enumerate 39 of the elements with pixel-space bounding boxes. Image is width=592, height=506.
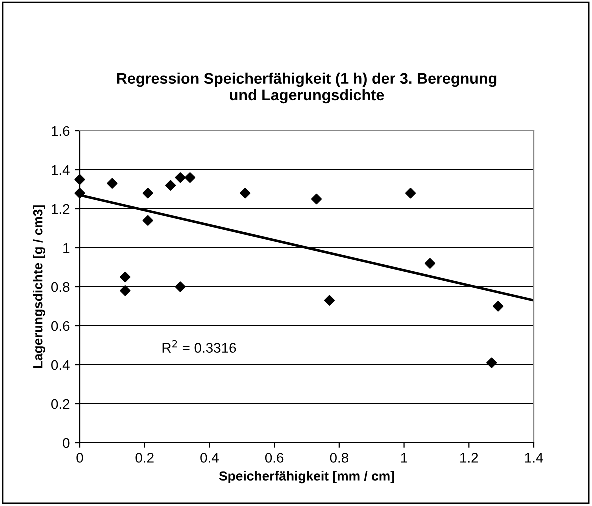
point <box>74 174 86 186</box>
x-tick-label: 1.2 <box>460 453 478 463</box>
point <box>175 172 186 184</box>
point <box>166 180 176 191</box>
y-tick-label: 1.6 <box>52 126 70 136</box>
y-tick-label: 1.2 <box>52 204 70 214</box>
x-tick-label: 1.4 <box>525 453 544 463</box>
point <box>120 286 131 296</box>
x-tick-label: 0.2 <box>136 453 154 463</box>
x-tick-label: 0.4 <box>200 453 219 463</box>
y-tick-label: 0.6 <box>52 321 70 332</box>
point <box>493 301 504 312</box>
point <box>324 295 335 306</box>
point <box>142 188 154 199</box>
point <box>107 178 118 189</box>
y-axis-title: Lagerungsdichte [g / cm3] <box>33 206 46 368</box>
point <box>486 358 498 368</box>
point <box>184 172 196 184</box>
annotation: R$^{2}$ = 0.3316 <box>162 340 236 354</box>
y-tick-label: 1.4 <box>52 165 70 176</box>
point <box>311 194 322 205</box>
point <box>120 272 131 283</box>
x-tick-label: 0 <box>76 453 84 463</box>
y-tick-label: 1 <box>64 243 70 254</box>
y-tick-label: 0.4 <box>52 360 70 370</box>
point <box>424 258 436 269</box>
point <box>142 215 154 226</box>
x-axis-title: Speicherfähigkeit [mm / cm] <box>219 471 394 484</box>
x-tick-label: 1 <box>401 453 408 463</box>
point <box>175 282 186 292</box>
point <box>240 188 251 199</box>
y-tick-label: 0.2 <box>52 399 70 410</box>
chart-title: Regression Speicherfähigkeit (1 h) der 3. Beregnung und Lagerungsdichte <box>117 72 497 104</box>
x-tick-label: 0.8 <box>330 453 348 463</box>
y-tick-label: 0 <box>63 438 70 448</box>
point <box>405 188 416 199</box>
x-tick-label: 0.6 <box>265 453 284 463</box>
y-tick-label: 0.8 <box>52 282 70 292</box>
point <box>74 188 86 199</box>
